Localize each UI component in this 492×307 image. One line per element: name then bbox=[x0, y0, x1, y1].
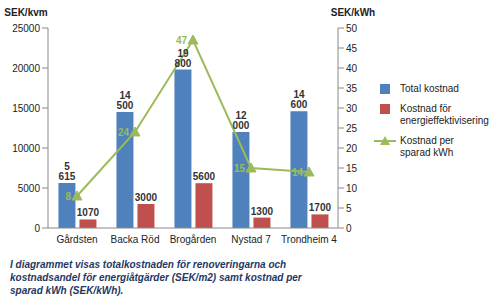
svg-text:45: 45 bbox=[346, 43, 358, 54]
svg-text:SEK/kWh: SEK/kWh bbox=[331, 7, 375, 18]
svg-text:Nystad 7: Nystad 7 bbox=[231, 234, 271, 245]
svg-text:20: 20 bbox=[346, 143, 358, 154]
html-text:Kostnad per sparad kWh: Kostnad per sparad kWh bbox=[400, 135, 454, 158]
svg-text:20000: 20000 bbox=[12, 63, 40, 74]
svg-text:5600: 5600 bbox=[193, 171, 216, 182]
svg-text:Backa Röd: Backa Röd bbox=[111, 234, 160, 245]
svg-text:30: 30 bbox=[346, 103, 358, 114]
svg-text:15000: 15000 bbox=[12, 103, 40, 114]
svg-text:15: 15 bbox=[234, 163, 246, 174]
svg-text:0: 0 bbox=[346, 223, 352, 234]
svg-text:14500: 14500 bbox=[117, 90, 134, 111]
svg-text:1300: 1300 bbox=[251, 206, 274, 217]
svg-text:0: 0 bbox=[34, 223, 40, 234]
svg-text:47: 47 bbox=[176, 35, 188, 46]
svg-text:15: 15 bbox=[346, 163, 358, 174]
svg-text:5: 5 bbox=[346, 203, 352, 214]
svg-text:8: 8 bbox=[65, 191, 71, 202]
svg-text:35: 35 bbox=[346, 83, 358, 94]
svg-text:Gårdsten: Gårdsten bbox=[56, 234, 97, 245]
svg-text:19800: 19800 bbox=[175, 48, 192, 69]
svg-text:12000: 12000 bbox=[233, 110, 250, 131]
svg-text:50: 50 bbox=[346, 23, 358, 34]
svg-text:40: 40 bbox=[346, 63, 358, 74]
svg-text:10000: 10000 bbox=[12, 143, 40, 154]
svg-text:3000: 3000 bbox=[135, 192, 158, 203]
svg-text:5000: 5000 bbox=[18, 183, 41, 194]
svg-text:14: 14 bbox=[292, 167, 304, 178]
svg-text:10: 10 bbox=[346, 183, 358, 194]
svg-text:14600: 14600 bbox=[291, 89, 308, 110]
svg-text:25000: 25000 bbox=[12, 23, 40, 34]
html-text:I diagrammet visas totalkostna: I diagrammet visas totalkostnaden för re… bbox=[10, 259, 302, 296]
svg-text:25: 25 bbox=[346, 123, 358, 134]
svg-text:1700: 1700 bbox=[309, 202, 332, 213]
svg-text:24: 24 bbox=[118, 127, 130, 138]
svg-text:SEK/kvm: SEK/kvm bbox=[4, 7, 47, 18]
svg-text:Trondheim 4: Trondheim 4 bbox=[281, 234, 337, 245]
html-text:Kostnad för energieffektiviser: Kostnad för energieffektivisering bbox=[400, 103, 489, 126]
svg-text:5615: 5615 bbox=[59, 161, 76, 182]
html-text:Total kostnad: Total kostnad bbox=[400, 83, 459, 94]
svg-text:1070: 1070 bbox=[77, 207, 100, 218]
svg-text:Brogården: Brogården bbox=[170, 234, 217, 245]
